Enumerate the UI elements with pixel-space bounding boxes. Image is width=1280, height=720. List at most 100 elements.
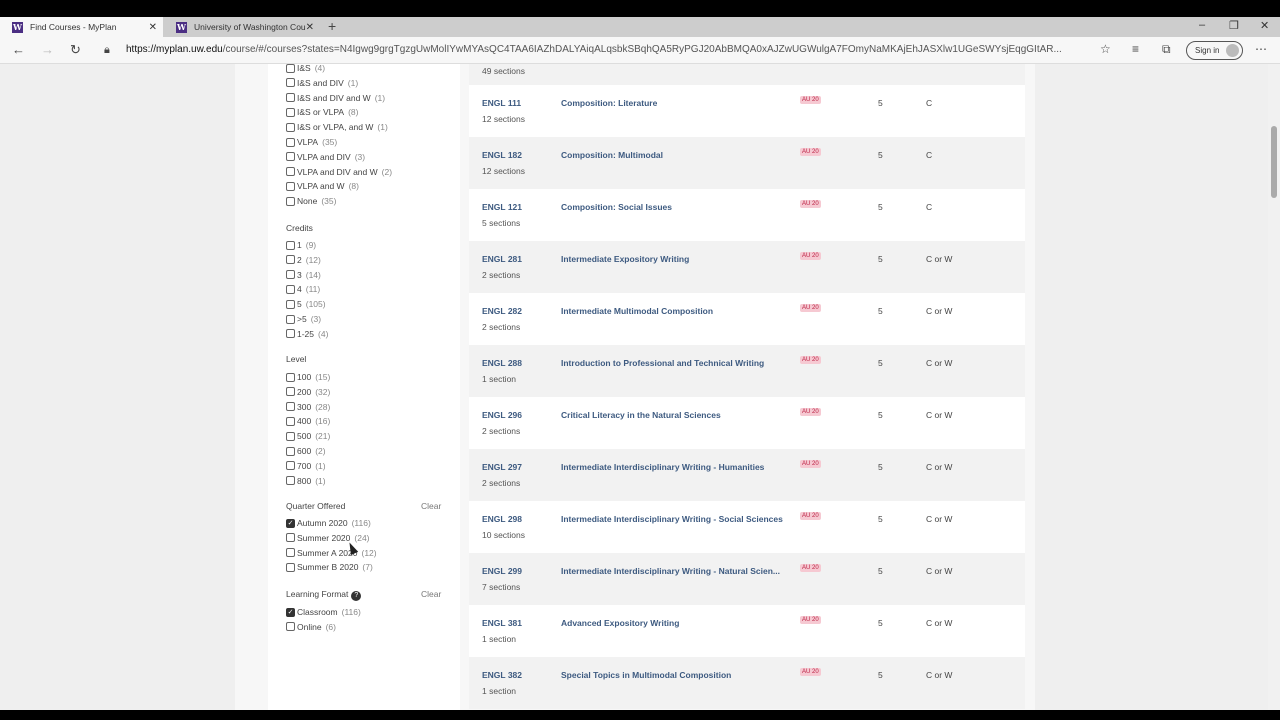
filter-checkbox[interactable]: VLPA and DIV (3): [286, 152, 365, 162]
filter-checkbox[interactable]: I&S and DIV and W (1): [286, 93, 385, 103]
checkbox-icon[interactable]: [286, 152, 295, 162]
course-code-link[interactable]: ENGL 297: [482, 462, 523, 472]
scrollbar[interactable]: [1268, 64, 1280, 710]
course-code-link[interactable]: ENGL 299: [482, 566, 523, 576]
filter-checkbox[interactable]: 300 (28): [286, 402, 330, 412]
course-title-link[interactable]: Critical Literacy in the Natural Science…: [561, 410, 721, 420]
course-title-link[interactable]: Intermediate Interdisciplinary Writing -…: [561, 566, 781, 576]
filter-checkbox[interactable]: 800 (1): [286, 476, 326, 486]
filter-checkbox[interactable]: I&S or VLPA, and W (1): [286, 122, 388, 132]
back-icon[interactable]: ←: [12, 42, 25, 57]
filter-checkbox[interactable]: 600 (2): [286, 446, 326, 456]
course-row[interactable]: ENGL 382 1 section Special Topics in Multi…: [469, 657, 1025, 709]
close-window-icon[interactable]: ✕: [1260, 20, 1270, 32]
filter-checkbox[interactable]: VLPA and W (8): [286, 181, 359, 191]
course-code-link[interactable]: ENGL 282: [482, 306, 523, 316]
checkbox-icon[interactable]: [286, 622, 295, 632]
checkbox-icon[interactable]: [286, 93, 295, 103]
filter-checkbox[interactable]: Summer 2020 (24): [286, 533, 370, 543]
filter-checkbox[interactable]: ✓ Classroom (116): [286, 607, 361, 617]
course-title-link[interactable]: Composition: Literature: [561, 98, 658, 108]
restore-icon[interactable]: ❐: [1229, 20, 1239, 32]
course-row[interactable]: ENGL 288 1 section Introduction to Profess…: [469, 345, 1025, 397]
close-tab-icon[interactable]: ✕: [305, 21, 314, 33]
course-code-link[interactable]: ENGL 288: [482, 358, 523, 368]
filter-checkbox[interactable]: 100 (15): [286, 372, 330, 382]
filter-checkbox[interactable]: 1 (9): [286, 240, 316, 250]
checkbox-icon[interactable]: [286, 562, 295, 572]
checkbox-icon[interactable]: [286, 329, 295, 339]
checkbox-icon[interactable]: [286, 416, 295, 426]
course-title-link[interactable]: Intermediate Multimodal Composition: [561, 306, 714, 316]
course-row[interactable]: ENGL 121 5 sections Composition: Social Is…: [469, 189, 1025, 241]
checkbox-icon[interactable]: [286, 299, 295, 309]
course-title-link[interactable]: Composition: Multimodal: [561, 150, 663, 160]
course-row[interactable]: 49 sections: [469, 64, 1025, 89]
course-title-link[interactable]: Intermediate Interdisciplinary Writing -…: [561, 462, 765, 472]
filter-checkbox[interactable]: Summer A 2020 (12): [286, 548, 377, 558]
checkbox-icon[interactable]: [286, 461, 295, 471]
checkbox-icon[interactable]: [286, 446, 295, 456]
filter-checkbox[interactable]: I&S and DIV (1): [286, 78, 358, 88]
checkbox-icon[interactable]: [286, 196, 295, 206]
filter-checkbox[interactable]: I&S or VLPA (8): [286, 107, 358, 117]
help-icon[interactable]: ?: [351, 591, 362, 601]
course-code-link[interactable]: ENGL 296: [482, 410, 523, 420]
filter-checkbox[interactable]: 400 (16): [286, 416, 330, 426]
clear-filter-link[interactable]: Clear: [421, 589, 442, 599]
new-tab-icon[interactable]: +: [328, 18, 337, 34]
filter-checkbox[interactable]: 500 (21): [286, 431, 330, 441]
checkbox-icon[interactable]: [286, 270, 295, 280]
course-code-link[interactable]: ENGL 382: [482, 670, 523, 680]
checkbox-icon[interactable]: [286, 476, 295, 486]
course-title-link[interactable]: Composition: Social Issues: [561, 202, 672, 212]
course-row[interactable]: ENGL 299 7 sections Intermediate Interdisc…: [469, 553, 1025, 605]
checkbox-icon[interactable]: [286, 284, 295, 294]
course-row[interactable]: ENGL 296 2 sections Critical Literacy in t…: [469, 397, 1025, 449]
filter-checkbox[interactable]: Summer B 2020 (7): [286, 562, 373, 572]
course-row[interactable]: ENGL 111 12 sections Composition: Literatu…: [469, 85, 1025, 137]
filter-checkbox[interactable]: None (35): [286, 196, 336, 206]
course-code-link[interactable]: ENGL 121: [482, 202, 523, 212]
sign-in-button[interactable]: Sign in: [1186, 41, 1243, 60]
collections-icon[interactable]: ⧉: [1162, 42, 1171, 56]
checkbox-icon[interactable]: [286, 181, 295, 191]
course-code-link[interactable]: ENGL 381: [482, 618, 523, 628]
close-tab-icon[interactable]: ✕: [148, 21, 157, 33]
checkbox-icon[interactable]: [286, 387, 295, 397]
clear-filter-link[interactable]: Clear: [421, 501, 442, 511]
tab-uw-course[interactable]: W University of Washington Course ✕: [176, 21, 314, 33]
course-row[interactable]: ENGL 381 1 section Advanced Expository Wri…: [469, 605, 1025, 657]
favorites-icon[interactable]: ≡: [1132, 42, 1140, 56]
filter-checkbox[interactable]: 4 (11): [286, 284, 320, 294]
tab-find-courses[interactable]: W Find Courses - MyPlan ✕: [0, 17, 163, 37]
filter-checkbox[interactable]: 3 (14): [286, 270, 321, 280]
filter-checkbox[interactable]: Online (6): [286, 622, 336, 632]
filter-checkbox[interactable]: 2 (12): [286, 255, 321, 265]
course-row[interactable]: ENGL 182 12 sections Composition: Multimod…: [469, 137, 1025, 189]
checkbox-icon[interactable]: [286, 533, 295, 543]
checkbox-icon[interactable]: [286, 240, 295, 250]
course-code-link[interactable]: ENGL 111: [482, 98, 522, 108]
checkbox-icon[interactable]: [286, 372, 295, 382]
checkbox-icon[interactable]: [286, 431, 295, 441]
checkbox-icon[interactable]: [286, 107, 295, 117]
forward-icon[interactable]: →: [41, 42, 54, 57]
course-row[interactable]: ENGL 281 2 sections Intermediate Expositor…: [469, 241, 1025, 293]
course-code-link[interactable]: ENGL 281: [482, 254, 523, 264]
filter-checkbox[interactable]: 5 (105): [286, 299, 326, 309]
checkbox-icon[interactable]: [286, 64, 295, 73]
course-code-link[interactable]: ENGL 182: [482, 150, 523, 160]
checkbox-icon[interactable]: [286, 548, 295, 558]
course-title-link[interactable]: Advanced Expository Writing: [561, 618, 680, 628]
checkbox-icon[interactable]: [286, 78, 295, 88]
more-icon[interactable]: ⋯: [1255, 42, 1267, 56]
filter-checkbox[interactable]: I&S (4): [286, 64, 325, 73]
checkbox-icon[interactable]: [286, 314, 295, 324]
minimize-icon[interactable]: –: [1199, 19, 1206, 31]
course-row[interactable]: ENGL 297 2 sections Intermediate Interdisc…: [469, 449, 1025, 501]
course-row[interactable]: ENGL 298 10 sections Intermediate Interdis…: [469, 501, 1025, 553]
filter-checkbox[interactable]: ✓ Autumn 2020 (116): [286, 518, 371, 528]
address-bar[interactable]: https://myplan.uw.edu/course/#/courses?s…: [126, 44, 1062, 55]
course-title-link[interactable]: Intermediate Expository Writing: [561, 254, 690, 264]
